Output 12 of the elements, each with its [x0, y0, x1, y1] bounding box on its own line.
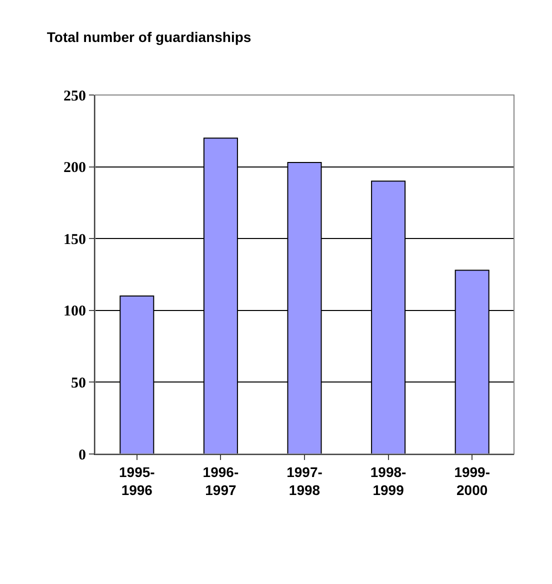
y-tick-label: 100	[64, 304, 86, 320]
x-tick-label: 1995-1996	[118, 464, 156, 498]
x-tick-label: 1997-1998	[286, 464, 323, 498]
y-tick-label: 0	[78, 447, 86, 464]
y-tick-label: 200	[64, 160, 86, 176]
x-tick-label: 1998-1999	[370, 464, 407, 498]
chart-title: Total number of guardianships	[46, 28, 252, 45]
x-tick-label: 1999-2000	[454, 464, 490, 498]
x-tick-label: 1996-1997	[202, 464, 239, 498]
y-tick-label: 50	[71, 375, 86, 392]
y-tick-label: 250	[64, 88, 86, 104]
y-tick-label: 150	[64, 232, 86, 248]
